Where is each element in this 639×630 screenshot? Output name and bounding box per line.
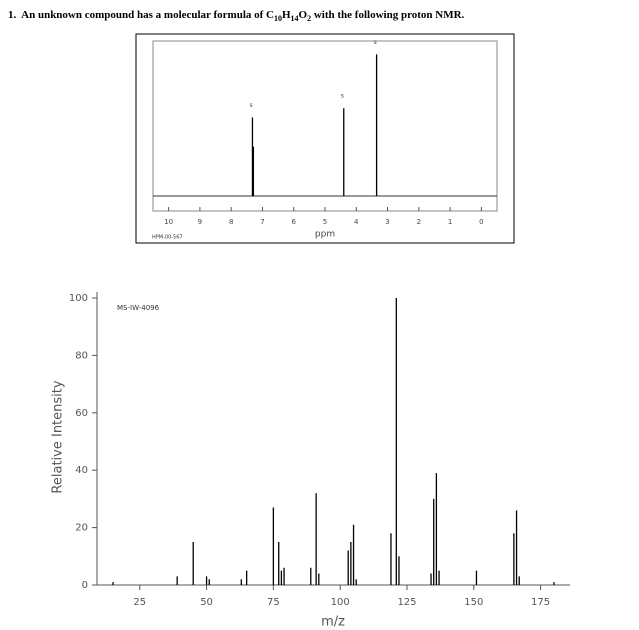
x-tick-label: 10 [164,218,173,226]
x-tick-label: 8 [229,218,233,226]
x-axis-label: m/z [321,615,345,630]
y-tick-label: 40 [75,465,88,476]
peak-label: s [374,39,377,46]
question-text: H [281,9,291,21]
x-tick-label: 175 [531,597,550,608]
question-text: with the following proton NMR. [311,9,465,21]
x-tick-label: 4 [354,218,359,226]
x-tick-label: 1 [448,218,452,226]
x-tick-label: 2 [417,218,421,226]
y-tick-label: 0 [82,580,88,591]
subscript: 2 [307,14,312,24]
x-axis-label: ppm [315,230,335,240]
nmr-plot-box [152,40,498,212]
subscript: 10 [273,14,282,24]
x-tick-label: 125 [397,597,416,608]
x-tick-label: 6 [291,218,296,226]
peak-label: s [249,102,252,109]
peak-label: s [341,93,344,100]
x-tick-label: 0 [479,218,483,226]
question-text: O [298,9,308,21]
x-tick-label: 50 [200,597,213,608]
y-tick-label: 80 [75,350,88,361]
x-tick-label: 25 [133,597,146,608]
x-tick-label: 150 [464,597,483,608]
y-tick-label: 20 [75,523,88,534]
nmr-frame [135,33,515,244]
x-tick-label: 9 [198,218,202,226]
x-tick-label: 75 [267,597,280,608]
spectrum-code: MS-IW-4096 [117,304,160,312]
y-axis-label: Relative Intensity [51,380,66,493]
subscript: 14 [290,14,299,24]
y-tick-label: 100 [69,293,88,304]
question-text: 1. An unknown compound has a molecular f… [8,9,274,21]
question: 1. An unknown compound has a molecular f… [8,9,464,23]
x-tick-label: 5 [323,218,327,226]
x-tick-label: 7 [260,218,264,226]
spectrum-code: HPM-00-567 [152,235,183,241]
y-tick-label: 60 [75,408,88,419]
x-tick-label: 100 [331,597,350,608]
x-tick-label: 3 [385,218,389,226]
